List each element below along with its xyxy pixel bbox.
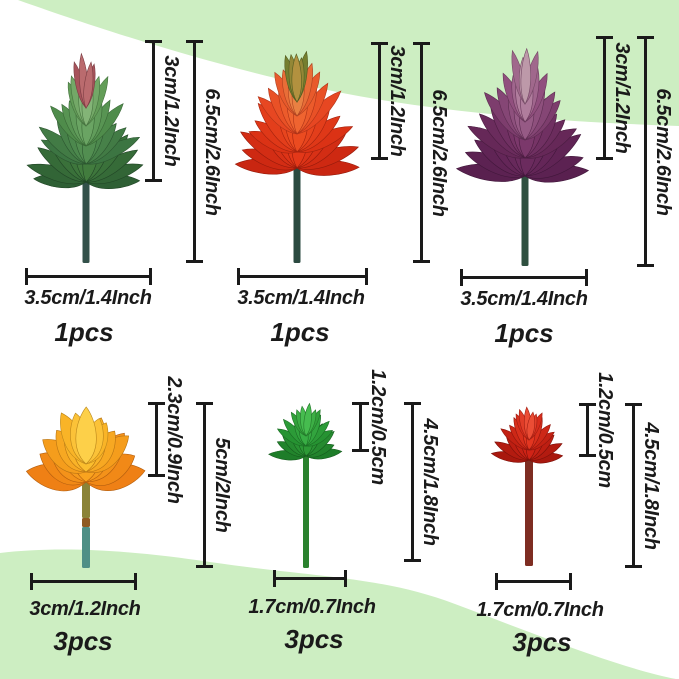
total-height-dimension-line — [186, 40, 203, 263]
flower-stem — [82, 176, 90, 263]
total-height-label: 6.5cm/2.6Inch — [201, 88, 223, 216]
flower-height-label: 1.2cm/0.5cm — [594, 372, 616, 488]
total-height-label: 6.5cm/2.6Inch — [428, 89, 450, 217]
flower-height-label: 3cm/1.2Inch — [611, 42, 633, 154]
flower-petal — [83, 61, 94, 109]
flower-petal — [526, 411, 535, 441]
flower-stem — [521, 170, 529, 266]
width-dimension-line — [495, 573, 572, 590]
flower-stem — [525, 454, 533, 566]
total-height-dimension-line — [404, 402, 421, 562]
flower-height-dimension-line — [148, 402, 165, 477]
flower-stem — [293, 162, 301, 263]
total-height-label: 4.5cm/1.8Inch — [419, 418, 441, 546]
width-dimension-line — [25, 268, 152, 285]
flower-height-dimension-line — [371, 42, 388, 160]
flower-height-dimension-line — [579, 403, 596, 457]
flower-height-dimension-line — [596, 36, 613, 160]
flower-stem — [82, 478, 90, 518]
flower-height-dimension-line — [352, 402, 369, 452]
flower-height-dimension-line — [145, 40, 162, 182]
width-dimension-line — [460, 269, 588, 286]
large-purple-succulent-illustration — [455, 47, 590, 266]
width-label: 1.7cm/0.7Inch — [248, 596, 376, 618]
total-height-dimension-line — [625, 403, 642, 568]
pieces-count-label: 1pcs — [494, 318, 554, 348]
pieces-count-label: 3pcs — [53, 626, 113, 656]
pieces-count-label: 1pcs — [270, 317, 330, 347]
total-height-label: 4.5cm/1.8Inch — [640, 422, 662, 550]
flower-petal — [291, 53, 302, 103]
width-dimension-line — [237, 268, 368, 285]
flower-height-label: 2.3cm/0.9Inch — [163, 376, 185, 504]
width-label: 3.5cm/1.4Inch — [460, 288, 588, 310]
width-label: 3.5cm/1.4Inch — [24, 287, 152, 309]
width-label: 3.5cm/1.4Inch — [237, 287, 365, 309]
total-height-label: 6.5cm/2.6Inch — [652, 88, 674, 216]
width-dimension-line — [273, 570, 347, 587]
mini-green-succulent-illustration — [268, 402, 343, 568]
pieces-count-label: 3pcs — [512, 627, 572, 657]
large-green-succulent-illustration — [26, 52, 144, 263]
flower-height-label: 3cm/1.2Inch — [386, 45, 408, 157]
small-orange-flower-illustration — [25, 406, 146, 568]
flower-stem — [303, 450, 309, 568]
flower-stem — [82, 518, 90, 527]
flower-height-label: 1.2cm/0.5cm — [367, 369, 389, 485]
pieces-count-label: 1pcs — [54, 317, 114, 347]
total-height-dimension-line — [413, 42, 430, 263]
flower-petal — [75, 406, 97, 465]
total-height-label: 5cm/2Inch — [211, 437, 233, 533]
flower-petal — [303, 402, 312, 437]
width-label: 3cm/1.2Inch — [29, 598, 141, 620]
flower-stem — [82, 527, 90, 568]
width-dimension-line — [30, 573, 137, 590]
bottom-wave-band — [0, 549, 676, 679]
large-red-succulent-illustration — [234, 50, 360, 263]
flower-height-label: 3cm/1.2Inch — [160, 55, 182, 167]
total-height-dimension-line — [196, 402, 213, 568]
pieces-count-label: 3pcs — [284, 624, 344, 654]
width-label: 1.7cm/0.7Inch — [476, 599, 604, 621]
total-height-dimension-line — [637, 36, 654, 267]
mini-red-succulent-illustration — [490, 406, 564, 566]
flower-petal — [520, 47, 531, 105]
